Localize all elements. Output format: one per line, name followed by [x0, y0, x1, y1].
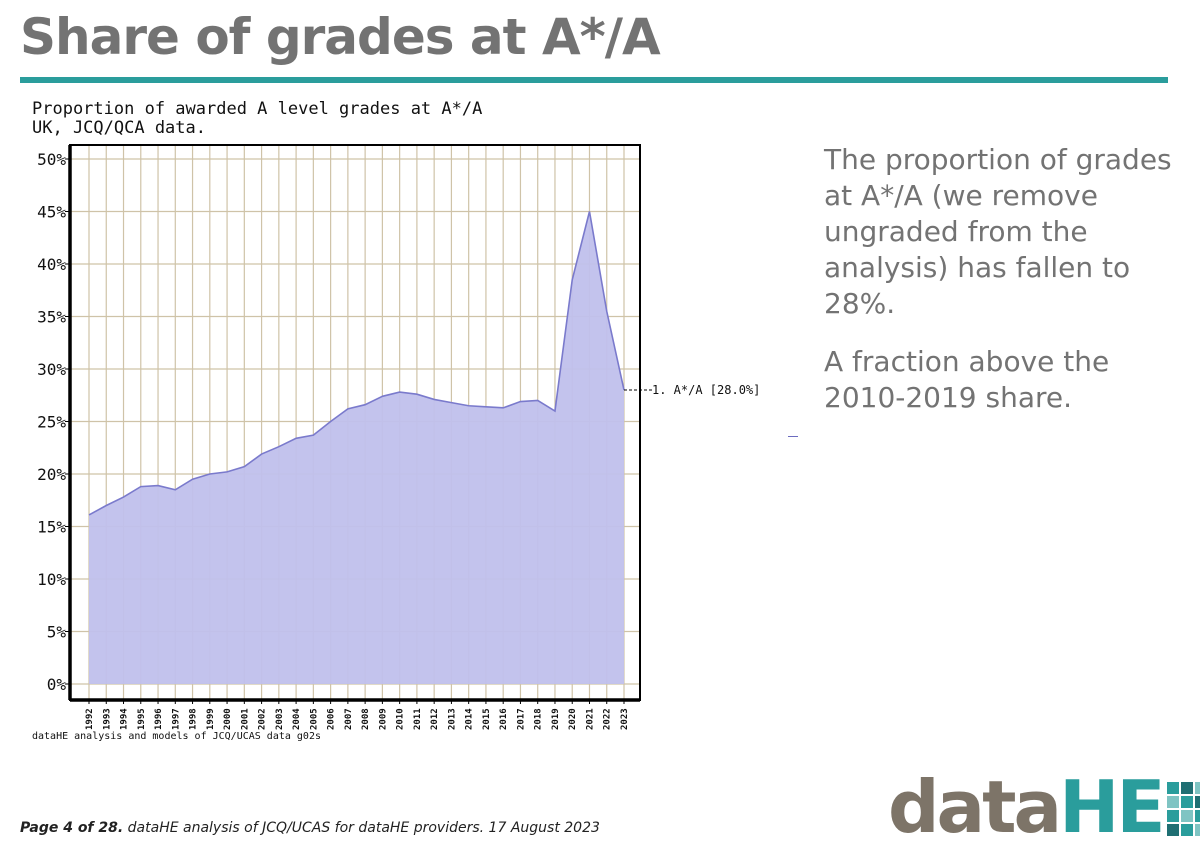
- y-tick-label: 15%: [37, 518, 66, 537]
- x-tick-label: 2013: [447, 708, 457, 730]
- chart-title-block: Proportion of awarded A level grades at …: [32, 100, 482, 138]
- x-tick-label: 2002: [258, 708, 268, 730]
- x-tick-label: 2001: [240, 708, 250, 730]
- logo-square: [1166, 824, 1179, 836]
- x-tick-label: 2000: [223, 708, 233, 730]
- x-tick-label: 2019: [551, 708, 561, 730]
- y-tick-label: 35%: [37, 308, 66, 327]
- footer: Page 4 of 28. dataHE analysis of JCQ/UCA…: [20, 820, 600, 836]
- series-area: [89, 211, 624, 684]
- logo-data-text: data: [888, 765, 1062, 849]
- commentary-paragraph-1: The proportion of grades at A*/A (we rem…: [824, 143, 1172, 320]
- y-tick-label: 50%: [37, 150, 66, 169]
- x-tick-label: 2021: [585, 708, 595, 730]
- logo-square: [1194, 796, 1200, 808]
- x-tick-label: 2006: [327, 708, 337, 730]
- footer-page-number: Page 4 of 28.: [20, 820, 124, 836]
- x-tick-label: 1998: [189, 708, 199, 730]
- x-tick-label: 2008: [361, 708, 371, 730]
- x-tick-label: 1997: [171, 708, 181, 730]
- footer-text: dataHE analysis of JCQ/UCAS for dataHE p…: [123, 820, 600, 836]
- x-tick-label: 2007: [344, 708, 354, 730]
- x-tick-label: 2015: [482, 708, 492, 730]
- y-tick-label: 40%: [37, 255, 66, 274]
- x-tick-label: 2009: [378, 708, 388, 730]
- logo-square: [1194, 824, 1200, 836]
- logo-he-text: HE: [1059, 765, 1165, 849]
- x-tick-label: 1996: [154, 708, 164, 730]
- commentary: The proportion of grades at A*/A (we rem…: [824, 142, 1184, 438]
- x-tick-label: 1999: [206, 708, 216, 730]
- y-tick-label: 5%: [47, 623, 67, 642]
- x-tick-label: 1992: [85, 708, 95, 730]
- y-tick-label: 25%: [37, 413, 66, 432]
- logo-square: [1194, 810, 1200, 822]
- y-tick-label: 30%: [37, 360, 66, 379]
- x-tick-label: 1993: [102, 708, 112, 730]
- logo-square: [1180, 796, 1193, 808]
- datahe-logo: dataHE: [888, 771, 1200, 843]
- x-tick-label: 1994: [120, 708, 130, 730]
- x-tick-label: 2004: [292, 708, 302, 730]
- x-tick-label: 2023: [620, 708, 630, 730]
- logo-square: [1166, 810, 1179, 822]
- series-line: [88, 211, 625, 516]
- page-title: Share of grades at A*/A: [20, 8, 661, 66]
- chart-subtitle: UK, JCQ/QCA data.: [32, 118, 206, 138]
- y-tick-label: 45%: [37, 203, 66, 222]
- area-chart: 0% 5% 10% 15% 20% 25% 30% 35% 40% 45% 50% 1992 1993 1…: [37, 144, 760, 730]
- x-tick-label: 2018: [534, 708, 544, 730]
- x-tick-label: 2005: [309, 708, 319, 730]
- x-tick-label: 2017: [516, 708, 526, 730]
- x-tick-label: 2012: [430, 708, 440, 730]
- chart-source: dataHE analysis and models of JCQ/UCAS d…: [32, 731, 321, 742]
- logo-square: [1194, 782, 1200, 794]
- y-tick-label: 20%: [37, 465, 66, 484]
- chart-title: Proportion of awarded A level grades at …: [32, 99, 483, 119]
- logo-square: [1180, 810, 1193, 822]
- x-tick-label: 2011: [413, 708, 423, 730]
- x-tick-label: 2010: [396, 708, 406, 730]
- y-tick-label: 10%: [37, 570, 66, 589]
- x-tick-label: 2014: [465, 708, 475, 730]
- x-tick-label: 2016: [499, 708, 509, 730]
- logo-square: [1166, 796, 1179, 808]
- end-label: 1. A*/A [28.0%]: [652, 383, 760, 397]
- logo-wordmark: dataHE: [888, 771, 1166, 843]
- y-tick-label: 0%: [47, 675, 67, 694]
- x-tick-label: 2003: [275, 708, 285, 730]
- title-rule: [20, 77, 1168, 83]
- x-tick-label: 2020: [568, 708, 578, 730]
- logo-square: [1180, 824, 1193, 836]
- logo-square: [1166, 782, 1179, 794]
- x-tick-label: 1995: [137, 708, 147, 730]
- x-tick-label: 2022: [603, 708, 613, 730]
- logo-square: [1180, 782, 1193, 794]
- decorative-dash: [788, 436, 798, 437]
- logo-grid-icon: [1166, 782, 1200, 836]
- commentary-paragraph-2: A fraction above the 2010-2019 share.: [824, 345, 1110, 414]
